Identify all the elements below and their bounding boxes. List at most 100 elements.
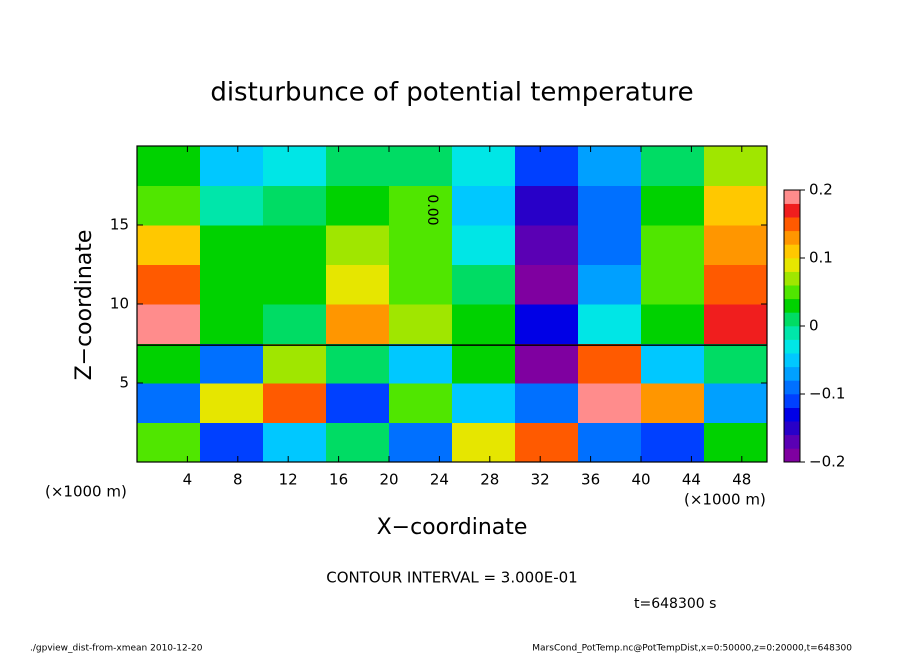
cell — [704, 343, 768, 384]
colorbar-band — [784, 244, 800, 259]
cell — [704, 185, 768, 226]
cell — [578, 422, 642, 463]
cell — [515, 383, 579, 423]
colorbar-band — [784, 326, 800, 340]
colorbar-band — [784, 434, 800, 449]
colorbar-band — [784, 380, 800, 395]
cell — [326, 422, 390, 463]
colorbar-band — [784, 258, 800, 272]
cell — [389, 383, 453, 423]
cell — [578, 225, 642, 265]
cell — [263, 185, 327, 226]
cell — [578, 264, 642, 305]
cell — [515, 264, 579, 305]
colorbar-band — [784, 366, 800, 381]
cell — [389, 304, 453, 344]
cell — [200, 185, 264, 226]
colorbar-band — [784, 285, 800, 300]
cell — [326, 225, 390, 265]
contour-label: 0.00 — [424, 194, 440, 225]
cell — [200, 343, 264, 384]
colorbar-band — [784, 298, 800, 313]
colorbar-band — [784, 421, 800, 436]
cell — [515, 422, 579, 463]
cell — [515, 146, 579, 186]
cell — [389, 225, 453, 265]
cell — [578, 343, 642, 384]
cell — [452, 264, 516, 305]
x-tick-label: 32 — [531, 471, 550, 489]
colorbar-band — [784, 203, 800, 218]
cell — [704, 304, 768, 344]
y-tick-label: 5 — [119, 374, 129, 392]
cell — [137, 422, 201, 463]
cell — [263, 264, 327, 305]
cell — [452, 185, 516, 226]
overlay: 0.00 — [136, 145, 768, 463]
cell — [704, 383, 768, 423]
cell — [578, 383, 642, 423]
cell — [452, 343, 516, 384]
x-tick-label: 48 — [732, 471, 751, 489]
cell — [326, 343, 390, 384]
cell — [200, 225, 264, 265]
chart-title: disturbunce of potential temperature — [210, 78, 693, 108]
cell — [137, 264, 201, 305]
cell — [578, 304, 642, 344]
cell — [578, 185, 642, 226]
x-unit-right: (×1000 m) — [684, 491, 766, 509]
cell — [641, 225, 705, 265]
cell — [326, 185, 390, 226]
cell — [452, 146, 516, 186]
cell — [263, 225, 327, 265]
colorbar-tick-label: 0.2 — [809, 181, 833, 199]
cell — [137, 185, 201, 226]
colorbar-band — [784, 353, 800, 368]
cell — [263, 422, 327, 463]
colorbar-band — [784, 217, 800, 232]
cell — [641, 383, 705, 423]
x-tick-label: 36 — [581, 471, 600, 489]
cell — [137, 225, 201, 265]
cell — [389, 146, 453, 186]
cell — [137, 146, 201, 186]
cell — [326, 264, 390, 305]
cell — [389, 185, 453, 226]
x-tick-label: 20 — [379, 471, 398, 489]
footer-left: ./gpview_dist-from-xmean 2010-12-20 — [30, 644, 203, 654]
cell — [263, 383, 327, 423]
cell — [200, 422, 264, 463]
cell — [515, 225, 579, 265]
time-label: t=648300 s — [634, 596, 716, 612]
y-tick-label: 15 — [110, 216, 129, 234]
cell — [704, 422, 768, 463]
y-tick-label: 10 — [110, 295, 129, 313]
cell — [515, 185, 579, 226]
cell — [704, 146, 768, 186]
cell — [263, 343, 327, 384]
cell — [263, 146, 327, 186]
cell — [641, 185, 705, 226]
cell — [137, 304, 201, 344]
x-tick-label: 4 — [183, 471, 193, 489]
colorbar-band — [784, 230, 800, 245]
cell — [326, 383, 390, 423]
x-axis-label: X−coordinate — [377, 515, 528, 540]
cell — [137, 343, 201, 384]
cell — [389, 264, 453, 305]
contour-interval: CONTOUR INTERVAL = 3.000E-01 — [326, 569, 577, 587]
colorbar-band — [784, 448, 800, 463]
cell — [515, 343, 579, 384]
colorbar-band — [784, 190, 800, 204]
cell — [389, 343, 453, 384]
cell — [200, 264, 264, 305]
cell — [641, 304, 705, 344]
cell — [200, 304, 264, 344]
colorbar-tick-label: −0.1 — [809, 385, 845, 403]
cell — [200, 146, 264, 186]
colorbar-band — [784, 339, 800, 354]
x-tick-label: 16 — [329, 471, 348, 489]
colorbar-band — [784, 394, 800, 408]
cell — [452, 304, 516, 344]
